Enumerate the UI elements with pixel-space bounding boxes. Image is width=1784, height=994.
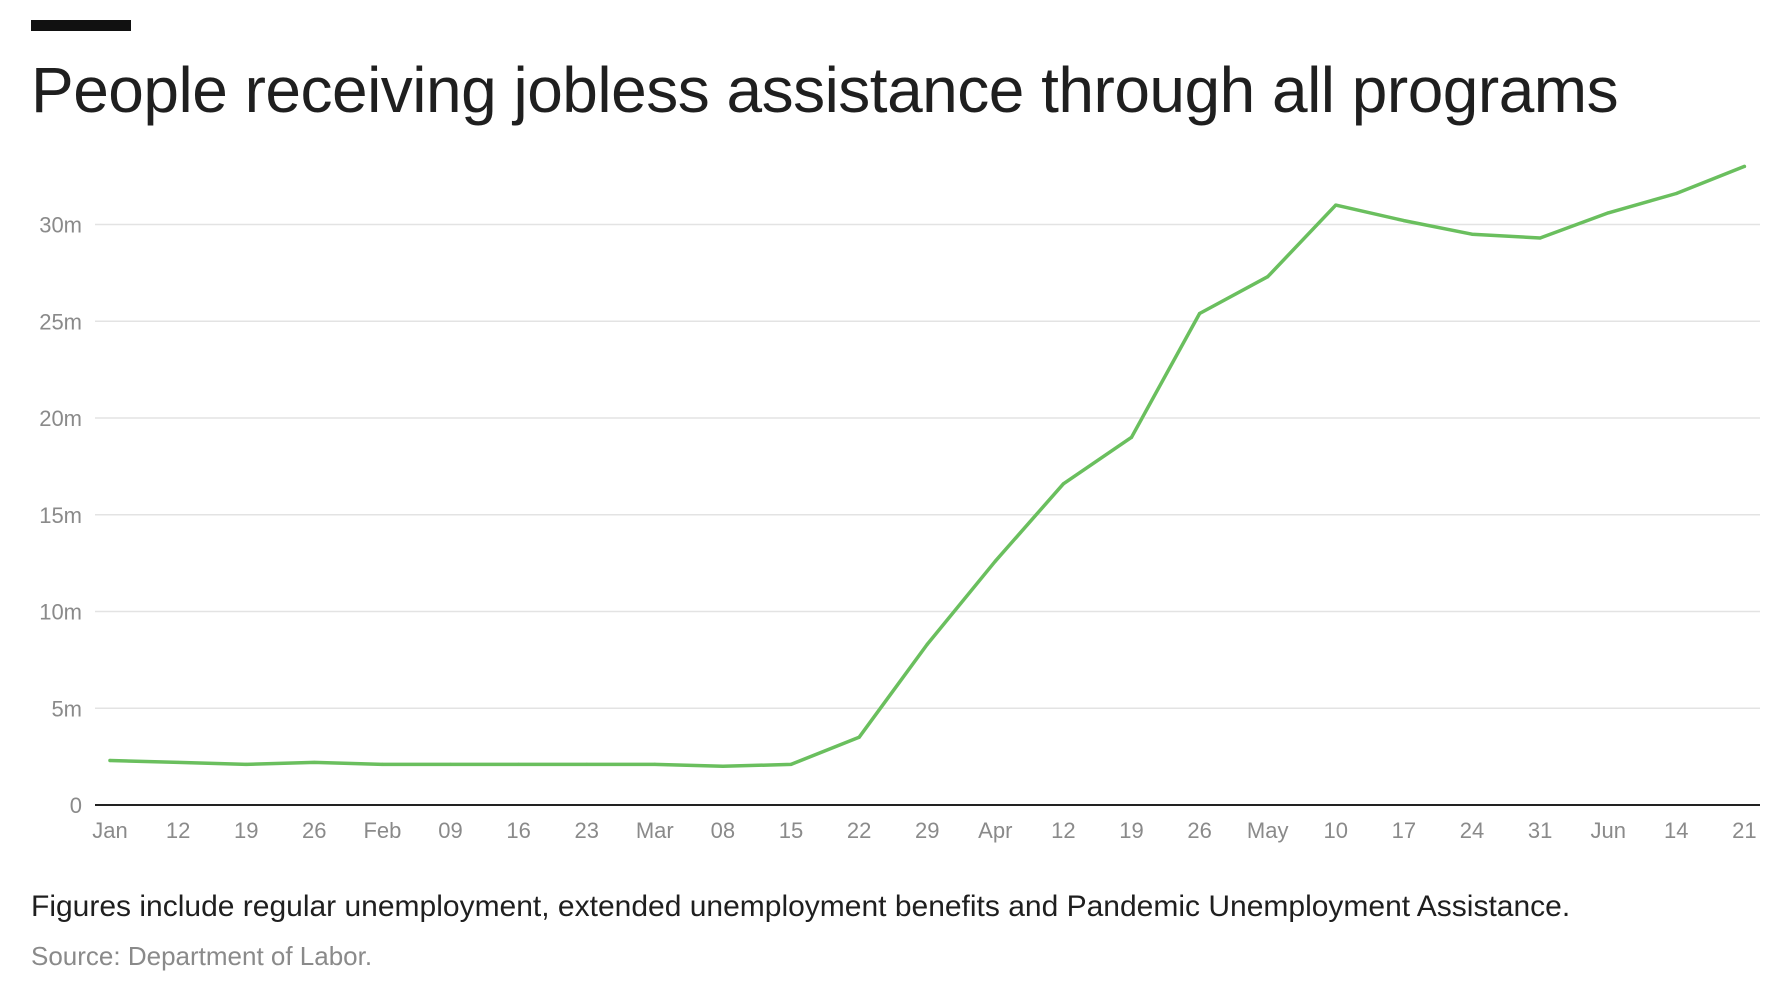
x-tick-label: 31 [1528,818,1552,843]
x-tick-label: 14 [1664,818,1688,843]
x-tick-label: Mar [636,818,674,843]
x-tick-label: 16 [506,818,530,843]
y-axis-tick-labels: 0 5m 10m 15m 20m 25m 30m [39,213,82,819]
data-point [1742,164,1746,169]
x-tick-label: 26 [1187,818,1211,843]
x-tick-label: 15 [779,818,803,843]
data-point [789,762,793,766]
x-tick-label: Jan [92,818,127,843]
accent-bar [31,20,131,31]
y-tick-label: 0 [70,793,82,818]
x-tick-label: 08 [711,818,735,843]
data-point [653,762,657,766]
series-layer [108,164,1747,769]
data-point [1606,211,1610,215]
data-point [1538,236,1542,240]
line-chart: 0 5m 10m 15m 20m 25m 30m Jan 12 19 26 Feb 09 16 23 Mar… [39,164,1760,843]
x-tick-label: 10 [1324,818,1348,843]
data-point [1061,482,1065,486]
data-point [448,762,453,766]
x-tick-label: 26 [302,818,326,843]
data-point [108,758,112,763]
x-tick-label: 12 [1051,818,1075,843]
x-axis-tick-labels: Jan 12 19 26 Feb 09 16 23 Mar 08 15 22 29 Apr 12 19 26 Ma… [92,818,1756,843]
chart-note: Figures include regular unemployment, ex… [31,890,1571,923]
x-tick-label: 17 [1392,818,1416,843]
data-point [1674,191,1678,196]
data-point [517,762,521,766]
x-tick-label: 23 [574,818,598,843]
x-tick-label: May [1247,818,1289,843]
series-line [108,164,1747,769]
x-tick-label: 29 [915,818,939,843]
x-tick-label: Feb [363,818,401,843]
data-point [1334,203,1338,207]
y-tick-label: 20m [39,406,82,431]
y-tick-label: 5m [51,696,82,721]
y-tick-label: 10m [39,600,82,625]
y-tick-label: 15m [39,503,82,528]
x-tick-label: 12 [166,818,190,843]
data-point [1470,232,1474,236]
x-tick-label: Jun [1590,818,1625,843]
data-point [857,735,861,739]
data-point [1402,219,1406,223]
data-point [585,762,589,766]
gridlines [95,223,1760,709]
data-point [1129,435,1134,439]
y-tick-label: 25m [39,309,82,334]
x-tick-label: Apr [978,818,1012,843]
x-tick-label: 19 [1119,818,1143,843]
x-tick-label: 22 [847,818,871,843]
data-point [176,760,180,765]
chart-source: Source: Department of Labor. [31,941,373,971]
data-point [1266,275,1270,279]
x-tick-label: 19 [234,818,258,843]
data-point [1198,311,1202,316]
x-tick-label: 09 [438,818,462,843]
data-point [312,760,316,765]
data-point [993,559,997,563]
data-point [925,642,929,646]
y-tick-label: 30m [39,213,82,238]
data-point [721,764,725,768]
x-tick-label: 21 [1732,818,1756,843]
chart-title: People receiving jobless assistance thro… [31,54,1619,126]
x-tick-label: 24 [1460,818,1484,843]
data-point [380,762,384,766]
data-point [244,762,248,766]
